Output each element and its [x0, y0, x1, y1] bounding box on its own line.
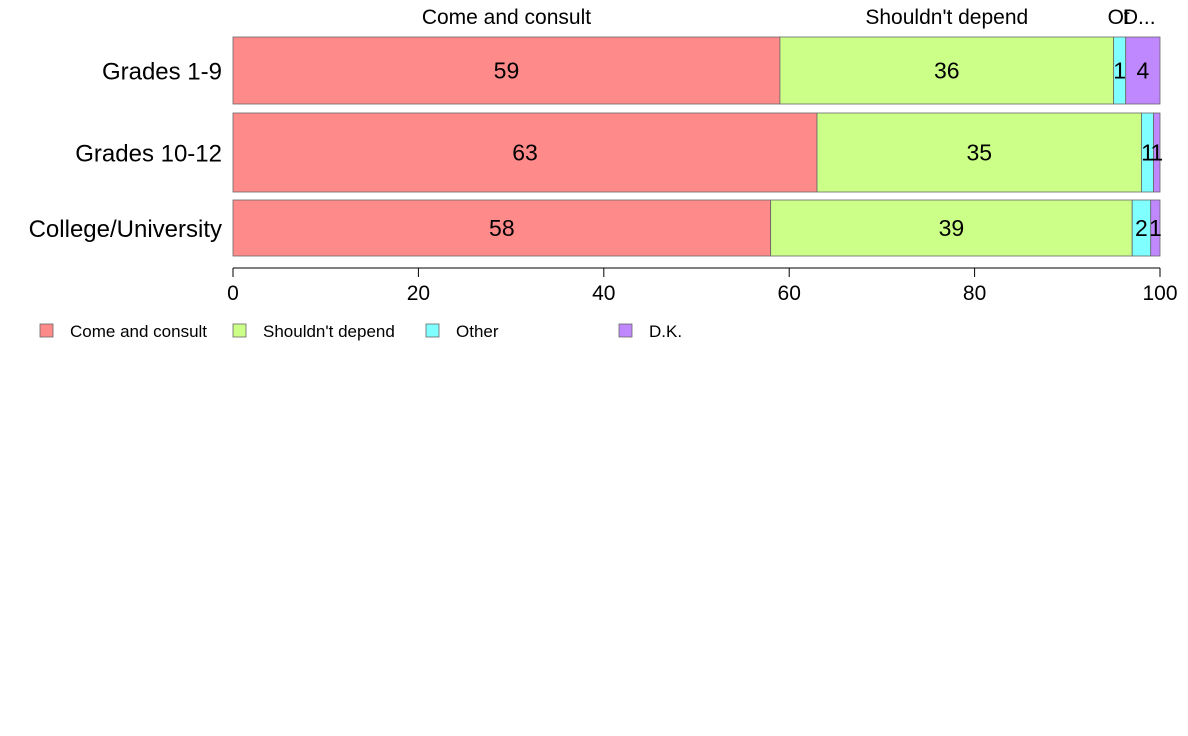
data-label: 59: [494, 58, 520, 84]
x-tick-label: 60: [778, 282, 801, 305]
bar-segment: [770, 199, 1133, 257]
legend-swatch: [39, 323, 54, 338]
legend-label: Other: [456, 322, 499, 341]
category-labels: Grades 1-9 Grades 10-12 College/University: [29, 59, 222, 244]
category-label: Grades 10-12: [75, 141, 222, 168]
legend-item: Other: [425, 322, 499, 341]
bar-segment: [1150, 199, 1161, 257]
x-tick-label: 0: [227, 282, 239, 305]
data-label: 1: [1141, 140, 1154, 166]
data-label: 2: [1135, 215, 1148, 241]
category-label: College/University: [29, 216, 222, 243]
legend-swatch: [618, 323, 633, 338]
data-label: 35: [966, 140, 992, 166]
data-label: 36: [934, 58, 960, 84]
bar-segment: [816, 112, 1142, 193]
top-series-label: Shouldn't depend: [865, 6, 1028, 29]
data-label: 1: [1150, 140, 1163, 166]
x-axis: 0 20 40 60 80 100: [227, 267, 1178, 305]
legend-label: D.K.: [649, 322, 682, 341]
data-label: 58: [489, 215, 515, 241]
bar-segment: [232, 199, 772, 257]
top-series-label: Come and consult: [422, 6, 591, 29]
x-tick-label: 80: [963, 282, 986, 305]
bar-segment: [1125, 36, 1161, 105]
legend-label: Shouldn't depend: [263, 322, 395, 341]
legend-item: D.K.: [618, 322, 682, 341]
data-label: 1: [1113, 58, 1126, 84]
category-label: Grades 1-9: [102, 59, 222, 86]
data-label: 4: [1136, 58, 1149, 84]
top-series-label: Ot: [1108, 6, 1130, 29]
data-label: 63: [512, 140, 538, 166]
legend-label: Come and consult: [70, 322, 207, 341]
top-series-label: D...: [1123, 6, 1156, 29]
top-series-labels: Come and consult Shouldn't depend OtD...: [422, 6, 1156, 29]
bar-segment: [232, 112, 818, 193]
x-tick-label: 20: [407, 282, 430, 305]
data-label: 39: [939, 215, 965, 241]
legend-swatch: [425, 323, 440, 338]
legend-item: Shouldn't depend: [232, 322, 395, 341]
legend: Come and consult Shouldn't depend Other D.K…: [39, 322, 682, 341]
legend-swatch: [232, 323, 247, 338]
bar-segment: [1153, 112, 1161, 193]
bar-segment: [779, 36, 1115, 105]
x-tick-label: 100: [1142, 282, 1177, 305]
legend-item: Come and consult: [39, 322, 207, 341]
data-label: 1: [1149, 215, 1162, 241]
x-tick-label: 40: [592, 282, 615, 305]
